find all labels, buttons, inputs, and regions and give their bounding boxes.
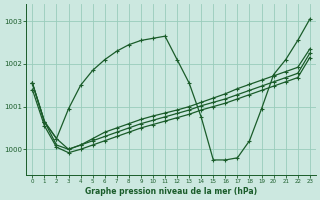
X-axis label: Graphe pression niveau de la mer (hPa): Graphe pression niveau de la mer (hPa) (85, 187, 257, 196)
